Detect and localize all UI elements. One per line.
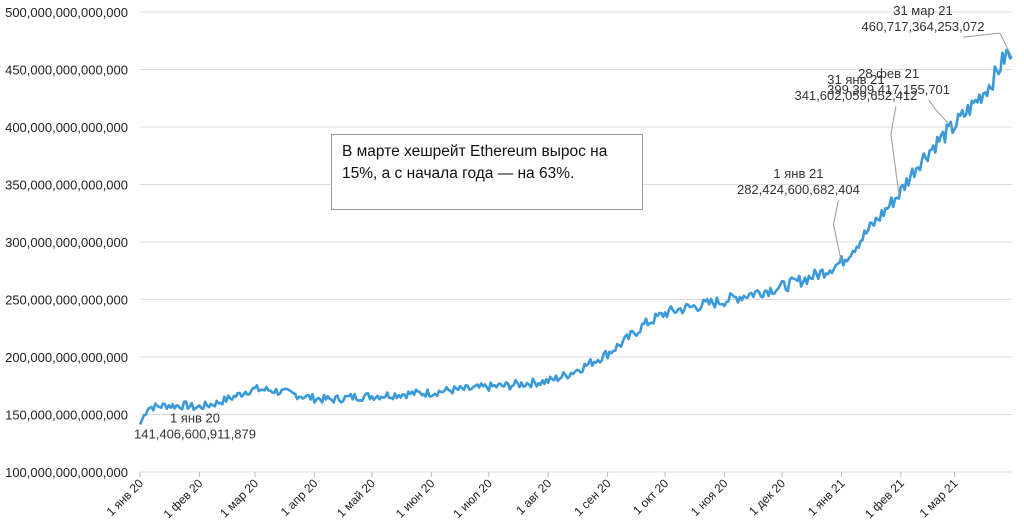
ann-feb28-leader: [928, 99, 937, 112]
ann-feb28-value: 399,309,417,155,701: [827, 82, 950, 97]
ann-jan21-leader: [832, 200, 839, 225]
y-tick-label: 500,000,000,000,000: [5, 5, 128, 20]
y-tick-label: 400,000,000,000,000: [5, 120, 128, 135]
x-tick-label: 1 дек 20: [746, 476, 788, 518]
callout-text: В марте хешрейт Ethereum вырос на 15%, а…: [342, 143, 608, 182]
x-tick-label: 1 мар 20: [217, 476, 261, 520]
x-axis-ticks: 1 янв 20 1 фев 20 1 мар 20 1 апр 20 1 май 20…: [104, 472, 961, 521]
ann-feb28-date: 28 фев 21: [858, 66, 919, 81]
x-tick-label: 1 янв 20: [104, 476, 147, 519]
x-tick-label: 1 май 20: [334, 476, 378, 520]
ann-jan20-date: 1 янв 20: [170, 410, 220, 425]
ann-jan31-date: 31 янв 21: [827, 72, 884, 87]
y-axis-ticks: 100,000,000,000,000 150,000,000,000,000 20…: [5, 5, 128, 480]
ann-feb28-leader: [936, 110, 953, 129]
y-tick-label: 200,000,000,000,000: [5, 350, 128, 365]
ann-jan21-value: 282,424,600,682,404: [737, 182, 860, 197]
y-tick-label: 250,000,000,000,000: [5, 293, 128, 308]
ann-jan20-value: 141,406,600,911,879: [134, 426, 256, 441]
y-tick-label: 150,000,000,000,000: [5, 408, 128, 423]
ann-jan21-leader: [832, 224, 842, 263]
ann-mar31-leader: [999, 32, 1013, 58]
x-tick-label: 1 сен 20: [571, 476, 614, 519]
series-line: [138, 48, 1013, 425]
series-group: [138, 48, 1013, 425]
ann-jan31-value: 341,602,059,652,412: [794, 88, 917, 103]
ann-jan31-leader: [890, 106, 897, 135]
x-tick-label: 1 июл 20: [450, 476, 495, 521]
x-tick-label: 1 фев 21: [862, 476, 907, 521]
y-tick-label: 350,000,000,000,000: [5, 178, 128, 193]
ann-mar31-value: 460,717,364,253,072: [862, 19, 985, 34]
ann-mar31-date: 31 мар 21: [893, 3, 953, 18]
ann-jan31-leader: [890, 134, 900, 195]
x-tick-label: 1 июн 20: [393, 476, 438, 521]
y-tick-label: 450,000,000,000,000: [5, 63, 128, 78]
x-tick-label: 1 янв 21: [805, 476, 848, 519]
y-tick-label: 300,000,000,000,000: [5, 235, 128, 250]
ann-mar31-leader: [962, 32, 1001, 38]
x-tick-label: 1 ноя 20: [688, 476, 731, 519]
x-tick-label: 1 окт 20: [630, 476, 671, 517]
x-tick-label: 1 фев 20: [161, 476, 206, 521]
x-tick-label: 1 авг 20: [513, 476, 554, 517]
callout-box: В марте хешрейт Ethereum вырос на 15%, а…: [331, 134, 643, 210]
x-tick-label: 1 апр 20: [278, 476, 321, 519]
y-tick-label: 100,000,000,000,000: [5, 465, 128, 480]
ann-jan21-date: 1 янв 21: [773, 166, 823, 181]
x-tick-label: 1 мар 21: [917, 476, 961, 520]
